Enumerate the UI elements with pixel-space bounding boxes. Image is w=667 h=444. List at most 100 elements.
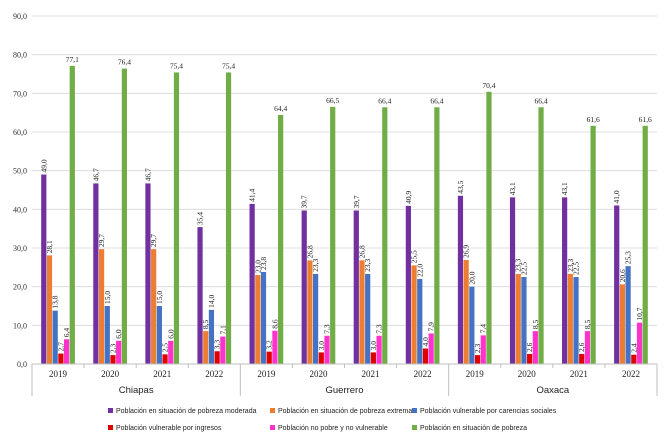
data-label: 41,4 bbox=[248, 189, 257, 202]
x-state-label: Oaxaca bbox=[536, 385, 569, 396]
data-label: 3,0 bbox=[369, 341, 378, 351]
data-label: 2,6 bbox=[577, 342, 586, 352]
bar bbox=[411, 265, 417, 364]
y-tick-label: 70,0 bbox=[13, 89, 27, 98]
data-label: 75,4 bbox=[222, 61, 235, 70]
x-year-label: 2019 bbox=[466, 369, 485, 379]
bar bbox=[324, 335, 330, 364]
data-label: 66,5 bbox=[326, 96, 339, 105]
bar bbox=[538, 107, 544, 365]
bars bbox=[41, 65, 648, 365]
data-label: 23,3 bbox=[514, 259, 523, 272]
data-label: 2,7 bbox=[56, 342, 65, 352]
x-year-label: 2020 bbox=[518, 369, 537, 379]
data-label: 23,8 bbox=[259, 257, 268, 270]
bar bbox=[249, 203, 255, 364]
data-label: 66,4 bbox=[534, 96, 547, 105]
data-label: 77,1 bbox=[66, 55, 79, 64]
bar bbox=[521, 277, 527, 364]
bar bbox=[58, 353, 64, 364]
legend-swatch bbox=[270, 425, 275, 430]
data-label: 61,6 bbox=[587, 115, 600, 124]
bar bbox=[197, 227, 203, 364]
bar bbox=[590, 125, 596, 365]
bar bbox=[104, 306, 110, 364]
legend-label: Población vulnerable por carencias socia… bbox=[420, 408, 557, 415]
x-state-label: Guerrero bbox=[325, 385, 363, 396]
data-label: 26,8 bbox=[305, 245, 314, 258]
data-label: 13,8 bbox=[51, 295, 60, 308]
y-tick-label: 0,0 bbox=[17, 360, 27, 369]
data-label: 39,7 bbox=[352, 195, 361, 208]
y-tick-label: 30,0 bbox=[13, 244, 27, 253]
axes: 0,0 10,0 20,0 30,0 40,0 50,0 60,0 70,0 80,0 90,0 2… bbox=[13, 12, 658, 396]
bar bbox=[567, 273, 573, 364]
bar bbox=[614, 205, 620, 364]
data-label: 10,7 bbox=[635, 307, 644, 320]
data-label: 3,3 bbox=[213, 340, 222, 350]
x-year-label: 2021 bbox=[570, 369, 588, 379]
data-label: 2,6 bbox=[525, 342, 534, 352]
bar bbox=[562, 197, 568, 364]
bar bbox=[584, 331, 591, 364]
bar bbox=[145, 183, 151, 364]
data-label: 43,1 bbox=[508, 182, 517, 195]
legend-label: Población vulnerable por ingresos bbox=[116, 425, 222, 432]
bar bbox=[272, 330, 278, 364]
bar bbox=[266, 351, 272, 364]
data-label: 43,5 bbox=[456, 180, 465, 193]
data-label: 22,0 bbox=[415, 264, 424, 277]
bar bbox=[515, 273, 521, 364]
data-label: 26,8 bbox=[357, 245, 366, 258]
bar bbox=[151, 249, 157, 364]
y-tick-label: 10,0 bbox=[13, 321, 27, 330]
bar bbox=[313, 273, 319, 364]
bar bbox=[509, 197, 516, 364]
bar bbox=[156, 306, 162, 364]
bar bbox=[173, 72, 180, 364]
bar bbox=[527, 353, 533, 364]
bar bbox=[463, 259, 469, 364]
legend-label: Población en situación de pobreza bbox=[420, 425, 527, 432]
bar bbox=[457, 195, 464, 364]
bar bbox=[532, 331, 538, 364]
data-label: 46,7 bbox=[91, 168, 100, 181]
gridlines bbox=[32, 15, 657, 365]
data-label: 22,5 bbox=[572, 262, 581, 275]
bar bbox=[370, 352, 376, 364]
data-labels: 49,0 28,1 13,8 2,7 6,4 77,1 46,7 29,7 15,0 2,3 6,0… bbox=[39, 55, 652, 353]
bar bbox=[121, 68, 127, 364]
legend-swatch bbox=[108, 408, 113, 413]
bar bbox=[52, 310, 58, 364]
data-label: 6,0 bbox=[166, 329, 175, 339]
legend-label: Población no pobre y no vulnerable bbox=[278, 425, 388, 432]
data-label: 7,3 bbox=[375, 324, 384, 334]
bar bbox=[220, 336, 226, 364]
data-label: 25,3 bbox=[624, 251, 633, 264]
data-label: 29,7 bbox=[149, 234, 158, 247]
data-label: 23,3 bbox=[363, 259, 372, 272]
bar bbox=[255, 275, 261, 364]
bar bbox=[98, 249, 105, 364]
bar bbox=[365, 273, 371, 364]
bar bbox=[330, 106, 336, 364]
y-tick-label: 60,0 bbox=[13, 128, 27, 137]
data-label: 20,0 bbox=[467, 271, 476, 284]
bar bbox=[474, 355, 481, 364]
x-year-label: 2019 bbox=[257, 369, 276, 379]
legend-swatch bbox=[108, 425, 113, 430]
data-label: 6,0 bbox=[114, 329, 123, 339]
data-label: 76,4 bbox=[118, 58, 131, 67]
bar bbox=[307, 260, 313, 364]
data-label: 39,7 bbox=[300, 195, 309, 208]
legend-swatch bbox=[412, 408, 417, 413]
data-label: 2,5 bbox=[161, 343, 170, 353]
bar bbox=[359, 260, 365, 364]
data-label: 7,1 bbox=[218, 325, 227, 335]
data-label: 29,7 bbox=[97, 234, 106, 247]
bar bbox=[382, 107, 388, 365]
y-tick-label: 20,0 bbox=[13, 283, 27, 292]
data-label: 40,9 bbox=[404, 190, 413, 203]
